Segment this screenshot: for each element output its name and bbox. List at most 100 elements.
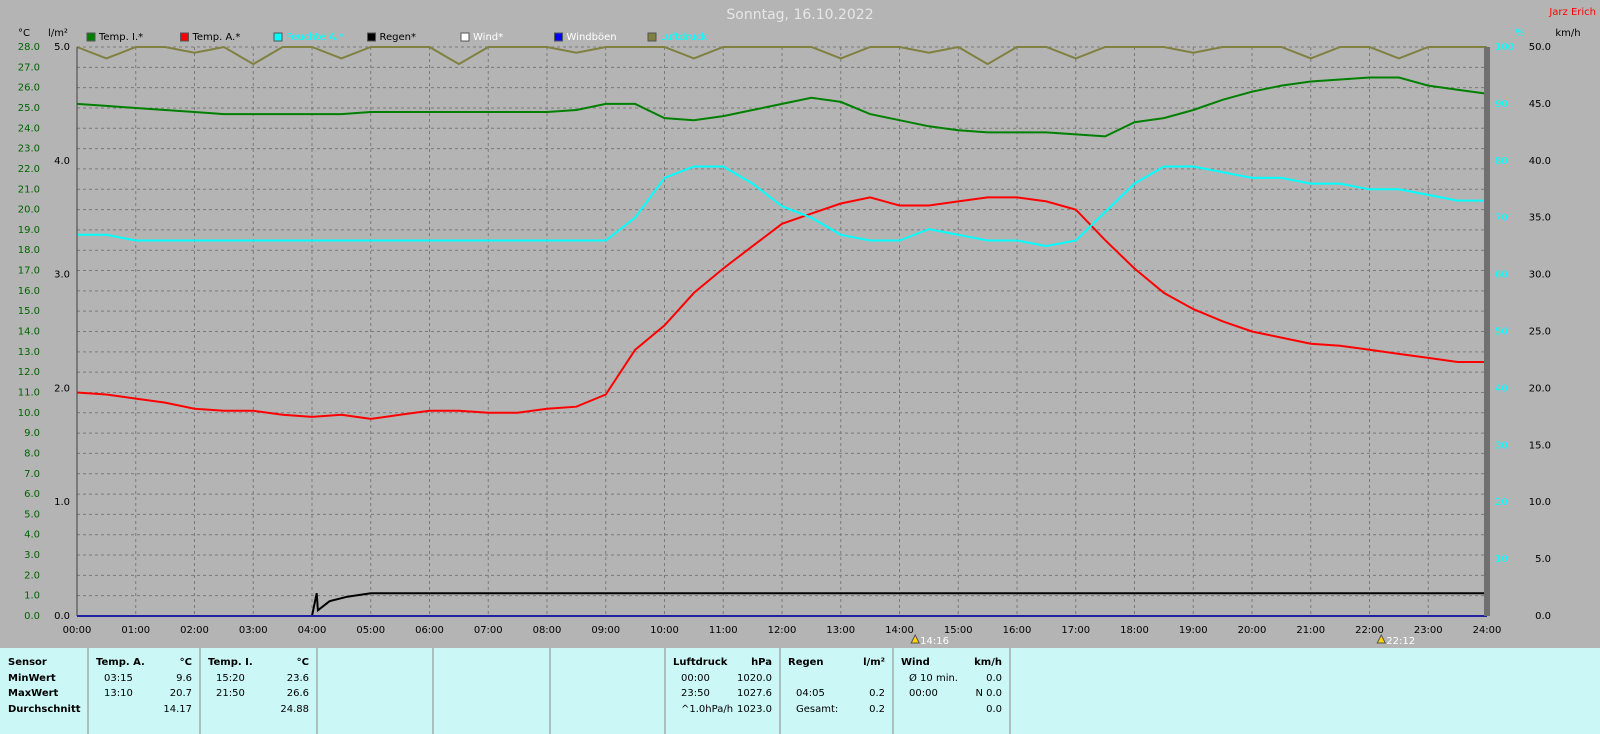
table-cell: MaxWert (8, 688, 59, 699)
table-cell: Durchschnitt (8, 704, 81, 715)
y-tick-label: 8.0 (24, 448, 40, 459)
y-tick-label: 20.0 (18, 205, 40, 216)
x-tick-label: 18:00 (1120, 625, 1149, 636)
legend-swatch (273, 32, 283, 42)
y2-tick-label: 0.0 (54, 611, 70, 622)
y-tick-label: 28.0 (18, 42, 40, 53)
annotation-marker (1376, 633, 1387, 644)
right-axis-bar (1484, 47, 1490, 616)
y-tick-label: 27.0 (18, 62, 40, 73)
y-tick-label: 16.0 (18, 286, 40, 297)
y2-tick-label: 2.0 (54, 383, 70, 394)
y-tick-label: 5.0 (24, 509, 40, 520)
y-tick-label: 3.0 (24, 550, 40, 561)
y4-tick-label: 0.0 (1535, 611, 1551, 622)
table-cell: Ø 10 min. (909, 672, 958, 684)
x-tick-label: 17:00 (1061, 625, 1090, 636)
table-header: l/m² (863, 657, 885, 668)
y4-tick-label: 40.0 (1529, 156, 1551, 167)
legend-swatch (460, 32, 470, 42)
y-tick-label: 18.0 (18, 245, 40, 256)
x-tick-label: 10:00 (650, 625, 679, 636)
table-cell: 03:15 (104, 673, 133, 684)
table-cell: 13:10 (104, 688, 133, 699)
y3-tick-label: 50 (1495, 327, 1508, 338)
legend-swatch (180, 32, 189, 42)
table-header: Luftdruck (673, 657, 728, 668)
y4-tick-label: 10.0 (1529, 497, 1551, 508)
series-line (76, 196, 1487, 420)
y4-tick-label: 50.0 (1529, 42, 1551, 53)
legend-swatch (554, 32, 563, 42)
y2-tick-label: 3.0 (54, 270, 70, 281)
y-tick-label: 21.0 (18, 184, 40, 195)
table-header: hPa (751, 657, 772, 668)
table-header: km/h (974, 657, 1002, 668)
legend-label: Wind* (473, 32, 503, 43)
series-line (77, 165, 1487, 248)
y4-tick-label: 30.0 (1529, 270, 1551, 281)
legend-swatch (647, 32, 657, 42)
y-tick-label: 1.0 (24, 591, 40, 602)
y-tick-label: 17.0 (18, 266, 40, 277)
table-cell: 9.6 (176, 673, 192, 684)
y2-tick-label: 1.0 (54, 497, 70, 508)
unit-label: l/m² (48, 28, 68, 39)
y-tick-label: 9.0 (24, 428, 40, 439)
legend-label: Luftdruck (660, 32, 707, 43)
grid (76, 46, 1488, 617)
y-tick-label: 6.0 (24, 489, 40, 500)
table-header: Temp. I. (208, 657, 253, 668)
y-tick-label: 24.0 (18, 123, 40, 134)
x-tick-label: 07:00 (474, 625, 503, 636)
x-tick-label: 03:00 (239, 625, 268, 636)
y-tick-label: 11.0 (18, 387, 40, 398)
table-header: Sensor (8, 657, 47, 668)
x-tick-label: 14:00 (885, 625, 914, 636)
y4-tick-label: 25.0 (1529, 327, 1551, 338)
y4-tick-label: 35.0 (1529, 213, 1551, 224)
y-tick-label: 12.0 (18, 367, 40, 378)
unit-label: km/h (1555, 28, 1580, 39)
table-cell: 14.17 (163, 704, 192, 715)
unit-label: °C (18, 28, 30, 39)
table-cell: 1027.6 (737, 688, 772, 699)
y3-tick-label: 30 (1495, 440, 1508, 451)
table-cell: ^1.0hPa/h (681, 704, 733, 715)
y-tick-label: 0.0 (24, 611, 40, 622)
series-line (77, 592, 1487, 617)
y-tick-label: 19.0 (18, 225, 40, 236)
table-cell: N 0.0 (975, 688, 1002, 699)
table-header: °C (180, 657, 192, 668)
table-cell: 23.6 (287, 673, 309, 684)
table-cell: MinWert (8, 673, 56, 684)
legend-label: Regen* (380, 32, 417, 43)
table-cell: 00:00 (909, 688, 938, 699)
table-cell: 23:50 (681, 688, 710, 699)
x-tick-label: 22:00 (1355, 625, 1384, 636)
y4-tick-label: 5.0 (1535, 554, 1551, 565)
x-tick-label: 11:00 (709, 625, 738, 636)
y-tick-label: 13.0 (18, 347, 40, 358)
y-tick-label: 23.0 (18, 144, 40, 155)
x-tick-label: 15:00 (944, 625, 973, 636)
y-tick-label: 2.0 (24, 570, 40, 581)
y-tick-label: 7.0 (24, 469, 40, 480)
y-tick-label: 14.0 (18, 327, 40, 338)
y4-tick-label: 20.0 (1529, 383, 1551, 394)
legend-label: Temp. I.* (98, 32, 143, 43)
y3-tick-label: 70 (1495, 213, 1508, 224)
table-cell: 00:00 (681, 673, 710, 684)
y4-tick-label: 15.0 (1529, 440, 1551, 451)
y3-tick-label: 10 (1495, 554, 1508, 565)
y3-tick-label: 20 (1495, 497, 1508, 508)
y-tick-label: 10.0 (18, 408, 40, 419)
table-cell: 0.2 (869, 688, 885, 699)
table-cell: 21:50 (216, 688, 245, 699)
legend-swatch (86, 32, 96, 42)
author: Jarz Erich (1548, 7, 1596, 18)
table-separators (87, 648, 1011, 734)
annotation-label: 22:12 (1386, 636, 1415, 647)
y3-tick-label: 40 (1495, 383, 1508, 394)
